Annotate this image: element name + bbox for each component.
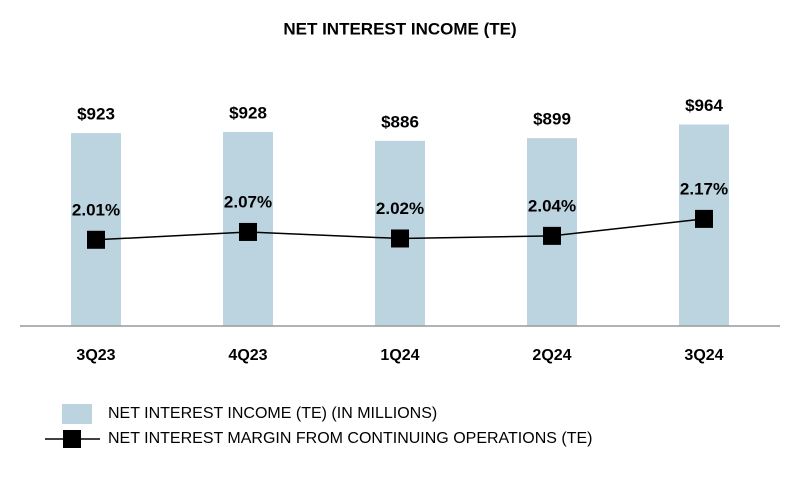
bar-value-label: $964 [685,96,723,115]
line-value-label: 2.02% [376,199,424,218]
legend-swatch [62,404,92,424]
x-tick-label: 3Q24 [684,347,723,364]
line-value-label: 2.04% [528,196,576,215]
bar-value-label: $923 [77,105,115,124]
line-marker [239,222,257,241]
line-value-label: 2.07% [224,192,272,211]
line-marker [391,229,409,248]
line-marker [87,230,105,249]
bar-value-label: $899 [533,110,571,129]
legend-label: NET INTEREST INCOME (TE) (IN MILLIONS) [108,405,437,422]
line-value-label: 2.01% [72,200,120,219]
x-tick-label: 1Q24 [380,347,419,364]
line-marker [695,209,713,228]
line-value-label: 2.17% [680,179,728,198]
legend-label: NET INTEREST MARGIN FROM CONTINUING OPER… [108,430,592,447]
bar-value-label: $928 [229,104,267,123]
bar [71,133,121,326]
line-marker [543,226,561,245]
chart-title: NET INTEREST INCOME (TE) [283,19,516,38]
bar-value-label: $886 [381,112,419,131]
x-tick-label: 3Q23 [76,347,115,364]
x-tick-label: 4Q23 [228,347,267,364]
legend-marker [63,430,81,448]
x-tick-label: 2Q24 [532,347,571,364]
